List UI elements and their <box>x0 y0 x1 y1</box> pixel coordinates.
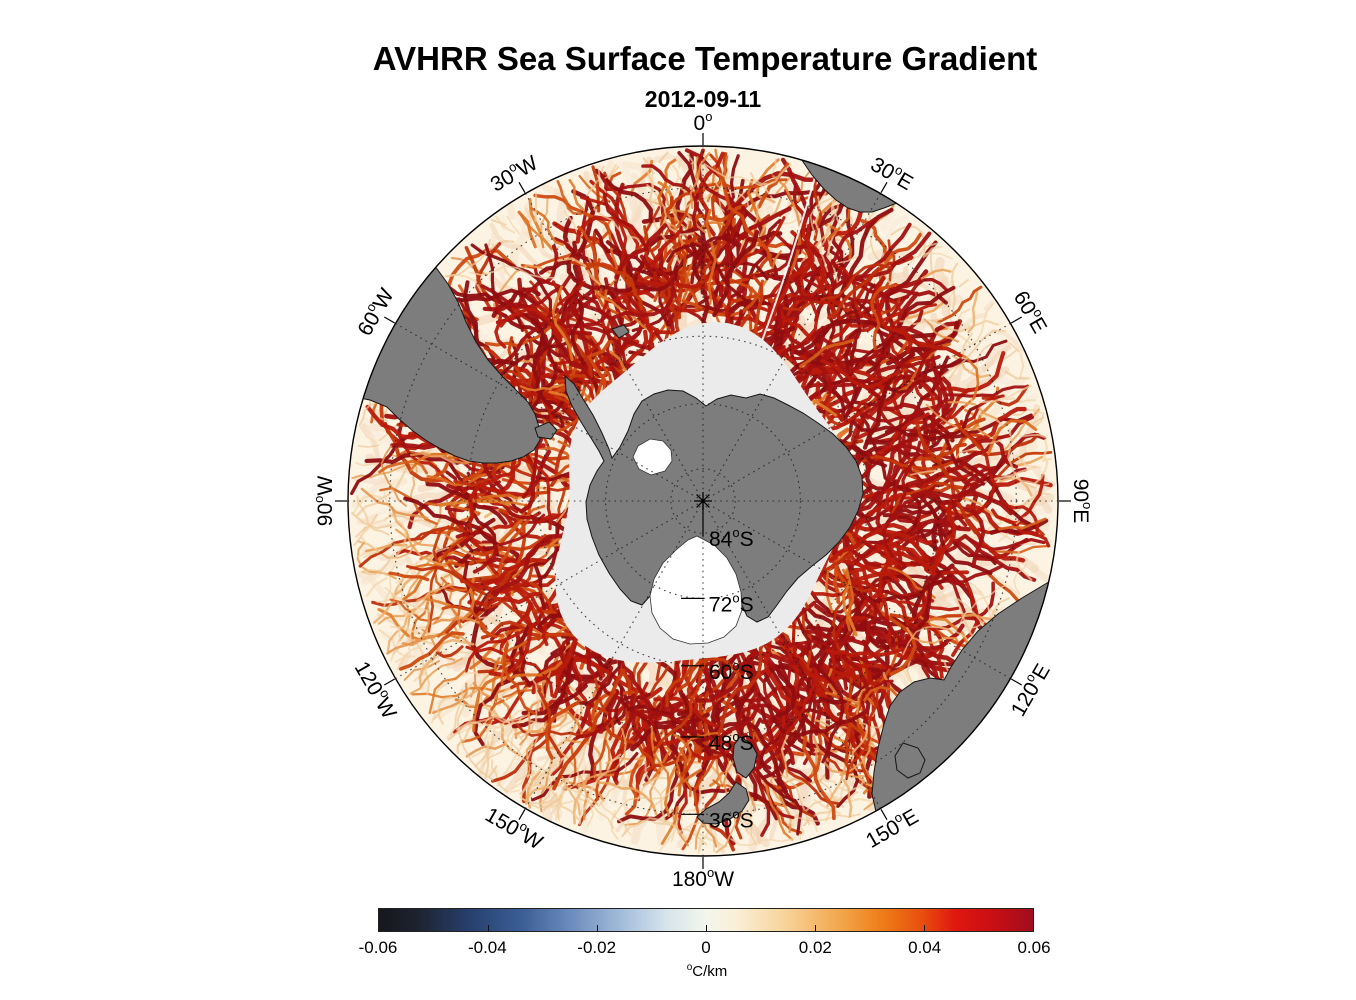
island-arc <box>534 421 558 440</box>
meridian-label: 90oE <box>1070 479 1096 524</box>
colorbar-tick <box>488 925 489 931</box>
colorbar <box>378 908 1034 932</box>
swath-gap-line <box>753 165 819 363</box>
colorbar-tick-label: -0.02 <box>577 938 617 957</box>
colorbar-tick <box>706 925 707 931</box>
colorbar-tick-label: 0 <box>701 938 711 957</box>
colorbar-tick <box>597 925 598 931</box>
parallel-labels: 84oS 72oS 60oS 48oS 36oS <box>681 525 754 832</box>
colorbar-unit: oC/km <box>687 962 728 980</box>
antarctica <box>564 374 864 623</box>
meridian-label: 180oW <box>672 865 734 891</box>
colorbar-tick-label: -0.06 <box>358 938 398 957</box>
meridian-label: 60oE <box>1009 285 1054 337</box>
meridian-label: 90oW <box>311 476 337 527</box>
parallel-label: 48oS <box>709 729 754 755</box>
new-zealand-north <box>732 736 758 779</box>
south-georgia <box>611 324 630 339</box>
colorbar-unit-text: C/km <box>692 963 728 980</box>
map-border <box>347 145 1059 857</box>
tasmania <box>894 742 926 779</box>
figure-subtitle: 2012-09-11 <box>644 86 762 112</box>
colorbar-tick-label: 0.06 <box>1017 938 1051 957</box>
colorbar-tick-label: 0.04 <box>908 938 942 957</box>
meridian-label: 30oE <box>867 150 919 195</box>
colorbar-tick-labels: -0.06 -0.04 -0.02 0 0.02 0.04 0.06 <box>359 938 1051 958</box>
new-zealand-south <box>696 781 750 825</box>
meridian-label: 30oW <box>485 148 542 196</box>
parallel-label: 84oS <box>709 525 754 551</box>
figure-title: AVHRR Sea Surface Temperature Gradient <box>372 40 1038 77</box>
colorbar-tick-label: -0.04 <box>467 938 507 957</box>
ross-ice-shelf <box>649 535 743 645</box>
parallel-label: 60oS <box>709 657 754 683</box>
parallel-label: 36oS <box>709 806 754 832</box>
colorbar-unit-degree: o <box>686 962 693 973</box>
colorbar-tick <box>924 925 925 931</box>
meridian-label: 0o <box>694 109 713 135</box>
graticule <box>348 146 1058 856</box>
colorbar-tick <box>815 925 816 931</box>
colorbar-tick-label: 0.02 <box>798 938 832 957</box>
parallel-label: 72oS <box>709 590 754 616</box>
pole-marker <box>694 492 712 537</box>
meridian-ticks <box>335 133 1071 869</box>
